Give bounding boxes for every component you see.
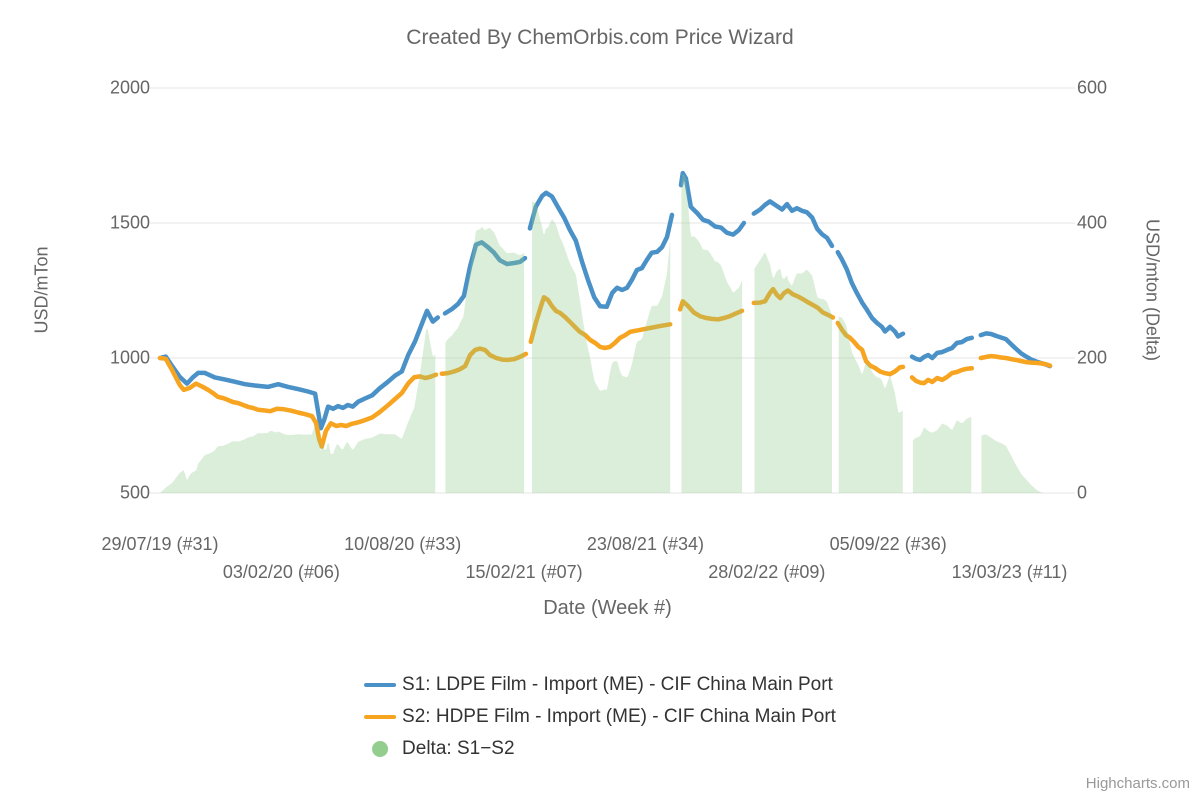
delta-area-series[interactable]: [160, 328, 436, 493]
right-axis-title: USD/mton (Delta): [1142, 218, 1163, 362]
x-axis-tick-label: 15/02/21 (#07): [465, 562, 583, 582]
s2-line-series[interactable]: [157, 355, 439, 449]
s1-line-series[interactable]: [751, 199, 835, 249]
left-axis-tick-label: 1000: [109, 347, 150, 368]
right-axis-tick-label: 200: [1077, 347, 1108, 368]
delta-area-series[interactable]: [681, 174, 743, 493]
legend-item-delta-label: Delta: S1−S2: [402, 738, 515, 759]
x-axis-tick-label: 05/09/22 (#36): [829, 534, 947, 554]
legend: S1: LDPE Film - Import (ME) - CIF China …: [364, 670, 836, 764]
right-axis-tick-label: 600: [1077, 77, 1108, 98]
s1-line-series[interactable]: [678, 170, 747, 237]
highcharts-credits-link[interactable]: Highcharts.com: [1085, 775, 1190, 792]
s1-line-marker-icon: [364, 683, 397, 687]
s2-line-series[interactable]: [835, 320, 906, 377]
delta-area-series[interactable]: [445, 227, 525, 493]
s1-line-series[interactable]: [157, 308, 441, 431]
legend-item-s2[interactable]: S2: HDPE Film - Import (ME) - CIF China …: [364, 702, 836, 732]
right-axis-tick-label: 400: [1077, 212, 1108, 233]
right-axis-tick-label: 0: [1077, 482, 1088, 503]
s1-line-series[interactable]: [835, 249, 906, 339]
s2-line-series[interactable]: [909, 366, 975, 386]
x-axis-tick-label: 03/02/20 (#06): [222, 562, 340, 582]
x-axis-tick-label: 29/07/19 (#31): [101, 534, 219, 554]
left-axis-title: USD/mTon: [31, 246, 52, 334]
delta-area-series[interactable]: [912, 416, 972, 493]
delta-circle-marker-icon: [372, 741, 389, 757]
s2-line-marker-icon: [364, 715, 397, 719]
x-axis-tick-label: 10/08/20 (#33): [344, 534, 462, 554]
s2-line-series[interactable]: [978, 353, 1053, 368]
x-axis-title: Date (Week #): [543, 597, 672, 619]
delta-area-series[interactable]: [838, 316, 903, 493]
x-axis-tick-label: 23/08/21 (#34): [586, 534, 704, 554]
s1-line-series[interactable]: [909, 335, 975, 363]
legend-item-delta[interactable]: Delta: S1−S2: [364, 734, 836, 764]
left-axis-tick-label: 500: [119, 482, 150, 503]
legend-item-s1[interactable]: S1: LDPE Film - Import (ME) - CIF China …: [364, 670, 836, 700]
delta-area-series[interactable]: [532, 201, 671, 494]
legend-item-s2-label: S2: HDPE Film - Import (ME) - CIF China …: [402, 706, 836, 727]
delta-area-series[interactable]: [754, 252, 833, 493]
x-axis-tick-label: 13/03/23 (#11): [951, 562, 1068, 582]
x-axis-tick-label: 28/02/22 (#09): [708, 562, 826, 582]
s1-line-series[interactable]: [442, 240, 528, 316]
left-axis-tick-label: 2000: [109, 77, 150, 98]
s2-line-series[interactable]: [751, 286, 836, 320]
chart-title: Created By ChemOrbis.com Price Wizard: [406, 26, 794, 49]
s2-line-series[interactable]: [677, 299, 745, 322]
s2-line-series[interactable]: [528, 295, 673, 351]
legend-item-s1-label: S1: LDPE Film - Import (ME) - CIF China …: [402, 674, 833, 695]
left-axis-tick-label: 1500: [109, 212, 150, 233]
s1-line-series[interactable]: [527, 190, 675, 309]
delta-area-series[interactable]: [981, 434, 1050, 493]
s2-line-series[interactable]: [439, 346, 529, 376]
